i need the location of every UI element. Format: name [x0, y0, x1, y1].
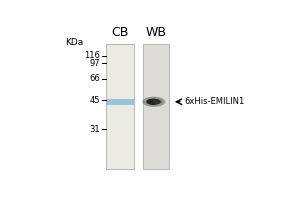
Text: CB: CB — [111, 26, 129, 39]
Text: 97: 97 — [90, 59, 100, 68]
Text: 66: 66 — [89, 74, 100, 83]
Ellipse shape — [153, 99, 162, 104]
Bar — [143, 44, 169, 169]
Text: 116: 116 — [84, 51, 100, 60]
Text: WB: WB — [146, 26, 167, 39]
Ellipse shape — [142, 97, 165, 107]
Bar — [106, 44, 134, 169]
Text: 6xHis-EMILIN1: 6xHis-EMILIN1 — [184, 97, 244, 106]
Ellipse shape — [146, 99, 160, 105]
Bar — [106, 99, 134, 105]
Text: 31: 31 — [90, 125, 100, 134]
Text: KDa: KDa — [66, 38, 84, 47]
Text: 45: 45 — [90, 96, 100, 105]
